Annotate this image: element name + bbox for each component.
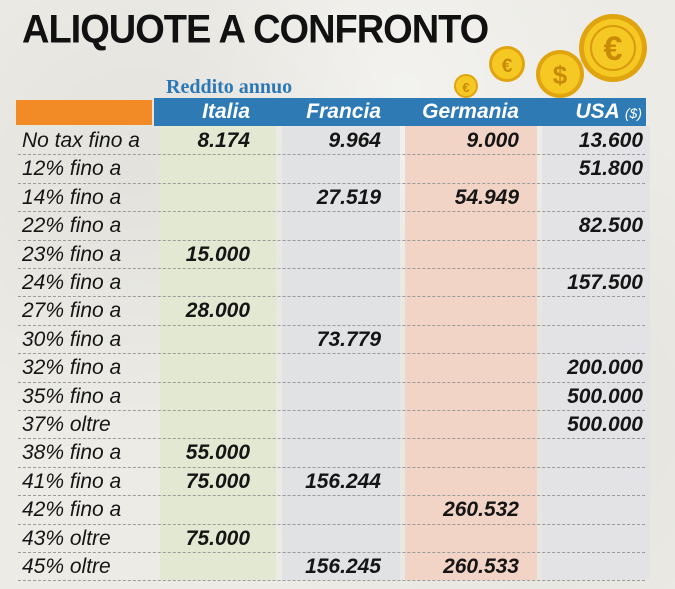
table-row: 24% fino a 157.500 xyxy=(0,269,675,298)
column-header-label: Francia xyxy=(306,100,381,123)
column-header-label: USA xyxy=(575,100,620,123)
table-row: 14% fino a 27.519 54.949 xyxy=(0,184,675,213)
table-row: 12% fino a 51.800 xyxy=(0,155,675,185)
table-row: 35% fino a 500.000 xyxy=(0,383,675,412)
cell-usa: 82.500 xyxy=(578,214,643,238)
cell-germania: 260.532 xyxy=(443,498,519,522)
table-row: 41% fino a 75.000 156.244 xyxy=(0,468,675,497)
header-bar xyxy=(154,98,646,126)
row-label: 27% fino a xyxy=(22,299,122,323)
column-header-label: Germania xyxy=(422,100,519,123)
cell-italia: 75.000 xyxy=(185,526,250,550)
row-label: 35% fino a xyxy=(22,384,122,408)
table-row: 38% fino a 55.000 xyxy=(0,439,675,469)
row-label: 38% fino a xyxy=(22,441,122,465)
column-header-francia: Francia xyxy=(282,98,381,126)
cell-italia: 15.000 xyxy=(185,242,250,266)
table-row: 45% oltre 156.245 260.533 xyxy=(0,553,675,582)
column-header-usa: USA ($) xyxy=(542,98,642,126)
cell-francia: 9.964 xyxy=(328,129,381,152)
table-row: 30% fino a 73.779 xyxy=(0,326,675,355)
cell-italia: 75.000 xyxy=(185,469,250,493)
table-row: 23% fino a 15.000 xyxy=(0,241,675,270)
cell-usa: 51.800 xyxy=(578,157,643,181)
cell-francia: 27.519 xyxy=(316,185,381,209)
germania-column-bg xyxy=(405,126,537,580)
cell-germania: 54.949 xyxy=(454,185,519,209)
table-row: 37% oltre 500.000 xyxy=(0,411,675,440)
table-row: 42% fino a 260.532 xyxy=(0,496,675,525)
francia-column-bg xyxy=(282,126,400,580)
column-header-label: Italia xyxy=(202,100,250,123)
cell-usa: 500.000 xyxy=(567,413,643,436)
table-row: 32% fino a 200.000 xyxy=(0,354,675,383)
cell-germania: 260.533 xyxy=(443,555,519,578)
row-label: No tax fino a xyxy=(22,129,140,152)
table-row: 27% fino a 28.000 xyxy=(0,297,675,327)
cell-italia: 28.000 xyxy=(185,299,250,323)
italia-column-bg xyxy=(160,126,276,580)
page-title: ALIQUOTE A CONFRONTO xyxy=(22,8,489,53)
cell-francia: 73.779 xyxy=(316,327,381,351)
subtitle: Reddito annuo xyxy=(166,76,293,98)
cell-francia: 156.244 xyxy=(305,469,381,493)
cell-italia: 8.174 xyxy=(197,129,250,152)
column-header-unit: ($) xyxy=(624,105,642,121)
cell-usa: 157.500 xyxy=(567,271,643,294)
table-row: No tax fino a 8.174 9.964 9.000 13.600 xyxy=(0,127,675,156)
column-header-italia: Italia xyxy=(160,98,250,126)
row-label: 45% oltre xyxy=(22,555,111,578)
cell-francia: 156.245 xyxy=(305,555,381,578)
row-label: 37% oltre xyxy=(22,413,111,436)
cell-germania: 9.000 xyxy=(466,129,519,152)
row-label: 43% oltre xyxy=(22,526,111,550)
table-row: 22% fino a 82.500 xyxy=(0,212,675,241)
cell-usa: 200.000 xyxy=(567,356,643,380)
cell-usa: 500.000 xyxy=(567,384,643,408)
usa-column-bg xyxy=(542,126,650,580)
row-label: 12% fino a xyxy=(22,157,122,181)
cell-usa: 13.600 xyxy=(578,129,643,152)
cell-italia: 55.000 xyxy=(185,441,250,465)
row-label: 24% fino a xyxy=(22,271,122,294)
row-label: 42% fino a xyxy=(22,498,122,522)
row-label: 14% fino a xyxy=(22,185,122,209)
row-label: 23% fino a xyxy=(22,242,122,266)
orange-header-tab xyxy=(16,100,152,125)
row-label: 22% fino a xyxy=(22,214,122,238)
column-header-germania: Germania xyxy=(405,98,519,126)
row-label: 32% fino a xyxy=(22,356,122,380)
row-label: 41% fino a xyxy=(22,469,122,493)
table-row: 43% oltre 75.000 xyxy=(0,525,675,554)
row-label: 30% fino a xyxy=(22,327,122,351)
